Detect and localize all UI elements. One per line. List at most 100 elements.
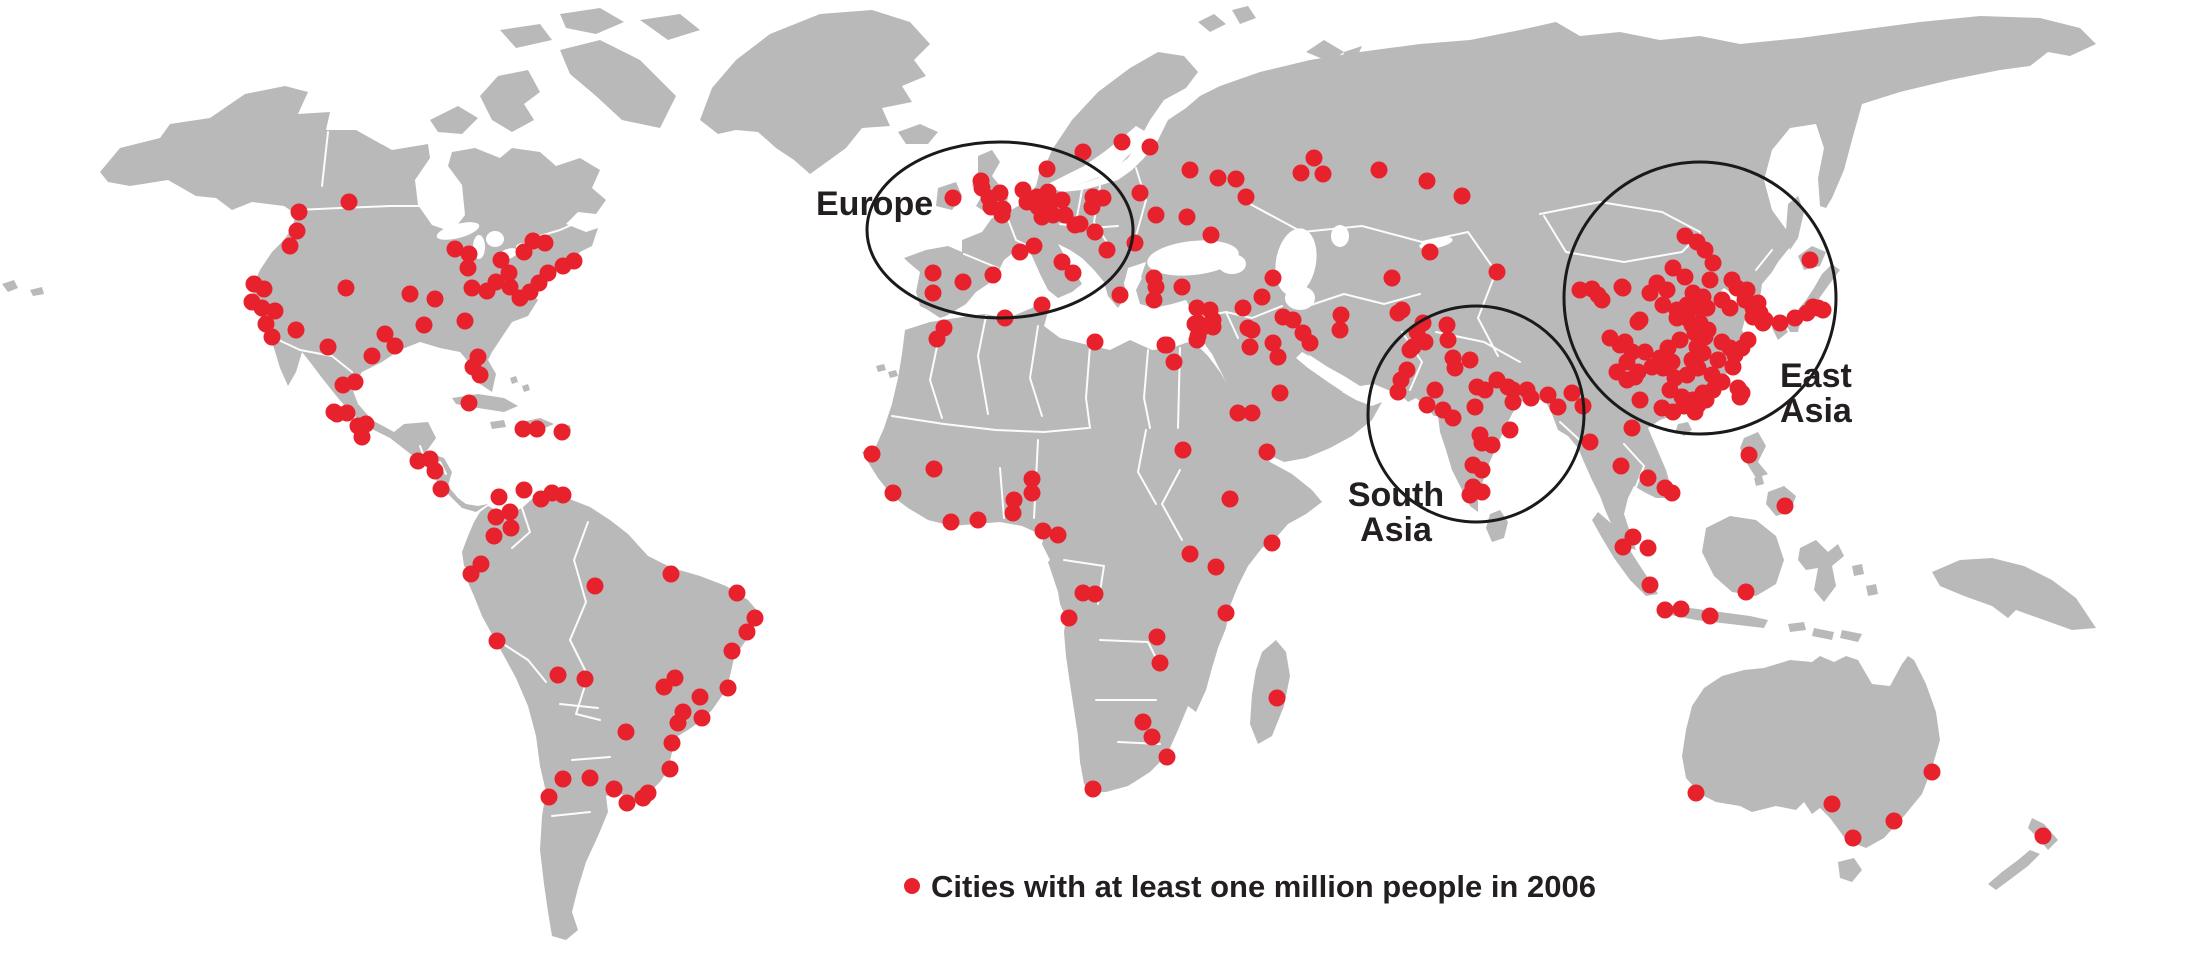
city-dot: [581, 769, 599, 787]
city-dot: [1589, 286, 1607, 304]
city-dot: [1676, 268, 1694, 286]
city-dot: [1923, 763, 1941, 781]
city-dot: [1563, 384, 1581, 402]
city-dot: [1071, 215, 1089, 233]
city-dot: [1501, 421, 1519, 439]
city-dot: [1049, 526, 1067, 544]
black-sea: [1147, 240, 1239, 276]
city-dot: [487, 273, 505, 291]
city-dot: [1709, 351, 1727, 369]
city-dot: [1696, 241, 1714, 259]
city-dot: [1611, 336, 1629, 354]
city-dot: [1737, 583, 1755, 601]
city-dot: [691, 688, 709, 706]
city-dot: [1258, 443, 1276, 461]
city-dot: [1053, 253, 1071, 271]
city-dot: [1504, 381, 1522, 399]
city-dot: [1461, 351, 1479, 369]
city-dot: [1721, 299, 1739, 317]
city-dot: [1158, 336, 1176, 354]
city-dot: [1370, 161, 1388, 179]
city-dot: [655, 678, 673, 696]
city-dot: [1629, 313, 1647, 331]
city-dot: [463, 279, 481, 297]
east-asia-outline: [1562, 160, 1838, 436]
city-dot: [501, 278, 519, 296]
city-dot: [357, 415, 375, 433]
city-dot: [415, 316, 433, 334]
city-dot: [1776, 497, 1794, 515]
city-dot: [1476, 381, 1494, 399]
city-dot: [2034, 827, 2052, 845]
city-dot: [502, 519, 520, 537]
lake-huron: [486, 231, 504, 247]
city-dot: [401, 285, 419, 303]
city-dot: [1823, 795, 1841, 813]
city-dot: [288, 222, 306, 240]
city-dot: [1145, 291, 1163, 309]
aegean-sea: [1124, 262, 1146, 296]
city-dot: [1416, 333, 1434, 351]
city-dot: [1209, 169, 1227, 187]
city-dot: [1113, 133, 1131, 151]
city-dot: [669, 714, 687, 732]
city-dot: [576, 670, 594, 688]
city-dot: [487, 508, 505, 526]
city-dot: [969, 511, 987, 529]
city-dot: [1639, 469, 1657, 487]
city-dot: [1086, 223, 1104, 241]
city-dot: [471, 366, 489, 384]
city-dot: [586, 577, 604, 595]
city-dot: [492, 251, 510, 269]
city-dot: [426, 290, 444, 308]
landmass-svalbard-novaya-zemlya: [1198, 6, 1362, 64]
city-dot: [942, 513, 960, 531]
landmass-arctic-islands: [430, 8, 700, 134]
city-dot: [1033, 296, 1051, 314]
city-dot: [1284, 311, 1302, 329]
city-dot: [353, 428, 371, 446]
city-dot: [1724, 358, 1742, 376]
city-dot: [1461, 486, 1479, 504]
city-dot: [1023, 484, 1041, 502]
city-dot: [1207, 558, 1225, 576]
city-dot: [554, 770, 572, 788]
south-asia-label: South: [1348, 476, 1444, 514]
city-dot: [1663, 484, 1681, 502]
city-dot: [1064, 264, 1082, 282]
city-dot: [446, 240, 464, 258]
city-dot: [662, 565, 680, 583]
city-dot: [1786, 309, 1804, 327]
city-dot: [1444, 409, 1462, 427]
city-dot: [1202, 226, 1220, 244]
city-dot: [1426, 381, 1444, 399]
city-dot: [1713, 373, 1731, 391]
legend-label: Cities with at least one million people …: [931, 869, 1596, 904]
landmass-madagascar: [1250, 640, 1290, 744]
city-dot: [1697, 391, 1715, 409]
city-dot: [1178, 208, 1196, 226]
city-dot: [1074, 143, 1092, 161]
city-dot: [1269, 348, 1287, 366]
city-dot: [944, 189, 962, 207]
city-dot: [1086, 333, 1104, 351]
city-dot: [884, 484, 902, 502]
city-dot: [1504, 393, 1522, 411]
city-dot: [661, 760, 679, 778]
city-dot: [1098, 241, 1116, 259]
aral-sea: [1331, 225, 1349, 247]
city-dot: [501, 503, 519, 521]
city-dot: [1147, 278, 1165, 296]
city-dot: [738, 623, 756, 641]
city-dot: [432, 480, 450, 498]
city-dot: [1165, 353, 1183, 371]
europe-outline: [865, 140, 1135, 320]
city-dot: [287, 321, 305, 339]
city-dot: [1086, 585, 1104, 603]
black-sea-east-lobe: [1218, 254, 1246, 274]
city-dot: [1844, 829, 1862, 847]
city-dot: [1148, 628, 1166, 646]
city-dot: [490, 488, 508, 506]
